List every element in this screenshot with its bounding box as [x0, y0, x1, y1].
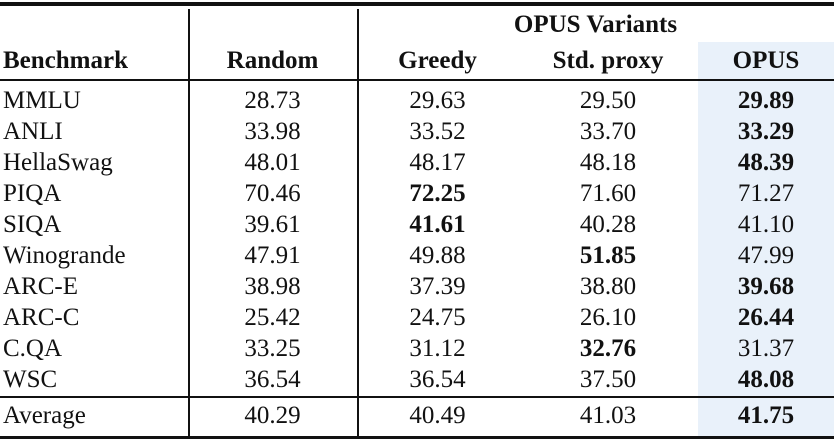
value-cell: 48.17: [409, 149, 466, 176]
benchmark-name: PIQA: [3, 180, 62, 207]
value-cell: 36.54: [244, 366, 301, 393]
value-cell: 33.98: [244, 118, 301, 145]
table-row: C.QA 33.25 31.12 32.76 31.37: [0, 333, 834, 364]
benchmark-name: MMLU: [3, 87, 81, 114]
value-cell: 49.88: [409, 242, 466, 269]
benchmark-name: WSC: [3, 366, 58, 393]
table-row: ARC-C 25.42 24.75 26.10 26.44: [0, 302, 834, 333]
top-rule: [0, 2, 834, 6]
value-cell: 36.54: [409, 366, 466, 393]
vertical-rule-random-greedy: [357, 9, 359, 436]
value-cell: 48.39: [737, 149, 795, 176]
value-cell: 32.76: [579, 335, 637, 362]
table-row: MMLU 28.73 29.63 29.50 29.89: [0, 85, 834, 116]
value-cell: 26.10: [579, 304, 637, 331]
value-cell: 25.42: [244, 304, 301, 331]
mid-rule: [0, 396, 834, 399]
benchmark-name: ARC-E: [3, 273, 78, 300]
value-cell: 39.68: [737, 273, 795, 300]
value-cell: 72.25: [409, 180, 466, 207]
table-row: SIQA 39.61 41.61 40.28 41.10: [0, 209, 834, 240]
column-header-random: Random: [226, 47, 319, 74]
value-cell: 47.99: [737, 242, 795, 269]
value-cell: 24.75: [409, 304, 466, 331]
value-cell: 41.75: [737, 402, 795, 429]
benchmark-name: ARC-C: [3, 304, 80, 331]
value-cell: 41.61: [409, 211, 466, 238]
benchmark-name: Average: [3, 402, 86, 429]
value-cell: 39.61: [244, 211, 301, 238]
value-cell: 33.25: [244, 335, 301, 362]
table-row: WSC 36.54 36.54 37.50 48.08: [0, 364, 834, 395]
column-header-std-proxy: Std. proxy: [552, 47, 664, 74]
value-cell: 71.27: [737, 180, 795, 207]
column-header-greedy: Greedy: [398, 47, 477, 74]
value-cell: 47.91: [244, 242, 301, 269]
benchmark-name: SIQA: [3, 211, 62, 238]
benchmark-name: ANLI: [3, 118, 63, 145]
opus-column-highlight: [698, 42, 834, 436]
value-cell: 40.29: [244, 402, 301, 429]
table-body: MMLU 28.73 29.63 29.50 29.89 ANLI 33.98 33.52 33…: [0, 85, 834, 395]
average-row: Average 40.29 40.49 41.03 41.75: [0, 399, 834, 433]
average-row-container: Average 40.29 40.49 41.03 41.75: [0, 399, 834, 433]
benchmark-name: HellaSwag: [3, 149, 113, 176]
header-rule: [0, 79, 834, 81]
value-cell: 38.98: [244, 273, 301, 300]
value-cell: 40.49: [409, 402, 466, 429]
value-cell: 26.44: [737, 304, 795, 331]
value-cell: 29.63: [409, 87, 466, 114]
value-cell: 70.46: [244, 180, 301, 207]
value-cell: 37.39: [409, 273, 466, 300]
value-cell: 33.70: [579, 118, 637, 145]
value-cell: 40.28: [579, 211, 637, 238]
value-cell: 48.18: [579, 149, 637, 176]
column-header-opus: OPUS: [732, 47, 800, 74]
value-cell: 38.80: [579, 273, 637, 300]
vertical-rule-benchmark-random: [188, 9, 190, 436]
value-cell: 31.12: [409, 335, 466, 362]
bottom-rule: [0, 436, 834, 439]
value-cell: 29.50: [579, 87, 637, 114]
table-row: PIQA 70.46 72.25 71.60 71.27: [0, 178, 834, 209]
value-cell: 51.85: [579, 242, 637, 269]
value-cell: 33.29: [737, 118, 795, 145]
value-cell: 41.10: [737, 211, 795, 238]
value-cell: 48.01: [244, 149, 301, 176]
table-row: HellaSwag 48.01 48.17 48.18 48.39: [0, 147, 834, 178]
value-cell: 31.37: [737, 335, 795, 362]
value-cell: 41.03: [579, 402, 637, 429]
table-row: Winogrande 47.91 49.88 51.85 47.99: [0, 240, 834, 271]
value-cell: 33.52: [409, 118, 466, 145]
value-cell: 48.08: [737, 366, 795, 393]
column-header-benchmark: Benchmark: [3, 47, 128, 74]
group-header-opus-variants: OPUS Variants: [513, 11, 678, 38]
value-cell: 28.73: [244, 87, 301, 114]
table-row: ANLI 33.98 33.52 33.70 33.29: [0, 116, 834, 147]
benchmark-name: C.QA: [3, 335, 63, 362]
value-cell: 29.89: [737, 87, 795, 114]
benchmark-name: Winogrande: [3, 242, 126, 269]
value-cell: 37.50: [579, 366, 637, 393]
table-row: ARC-E 38.98 37.39 38.80 39.68: [0, 271, 834, 302]
value-cell: 71.60: [579, 180, 637, 207]
